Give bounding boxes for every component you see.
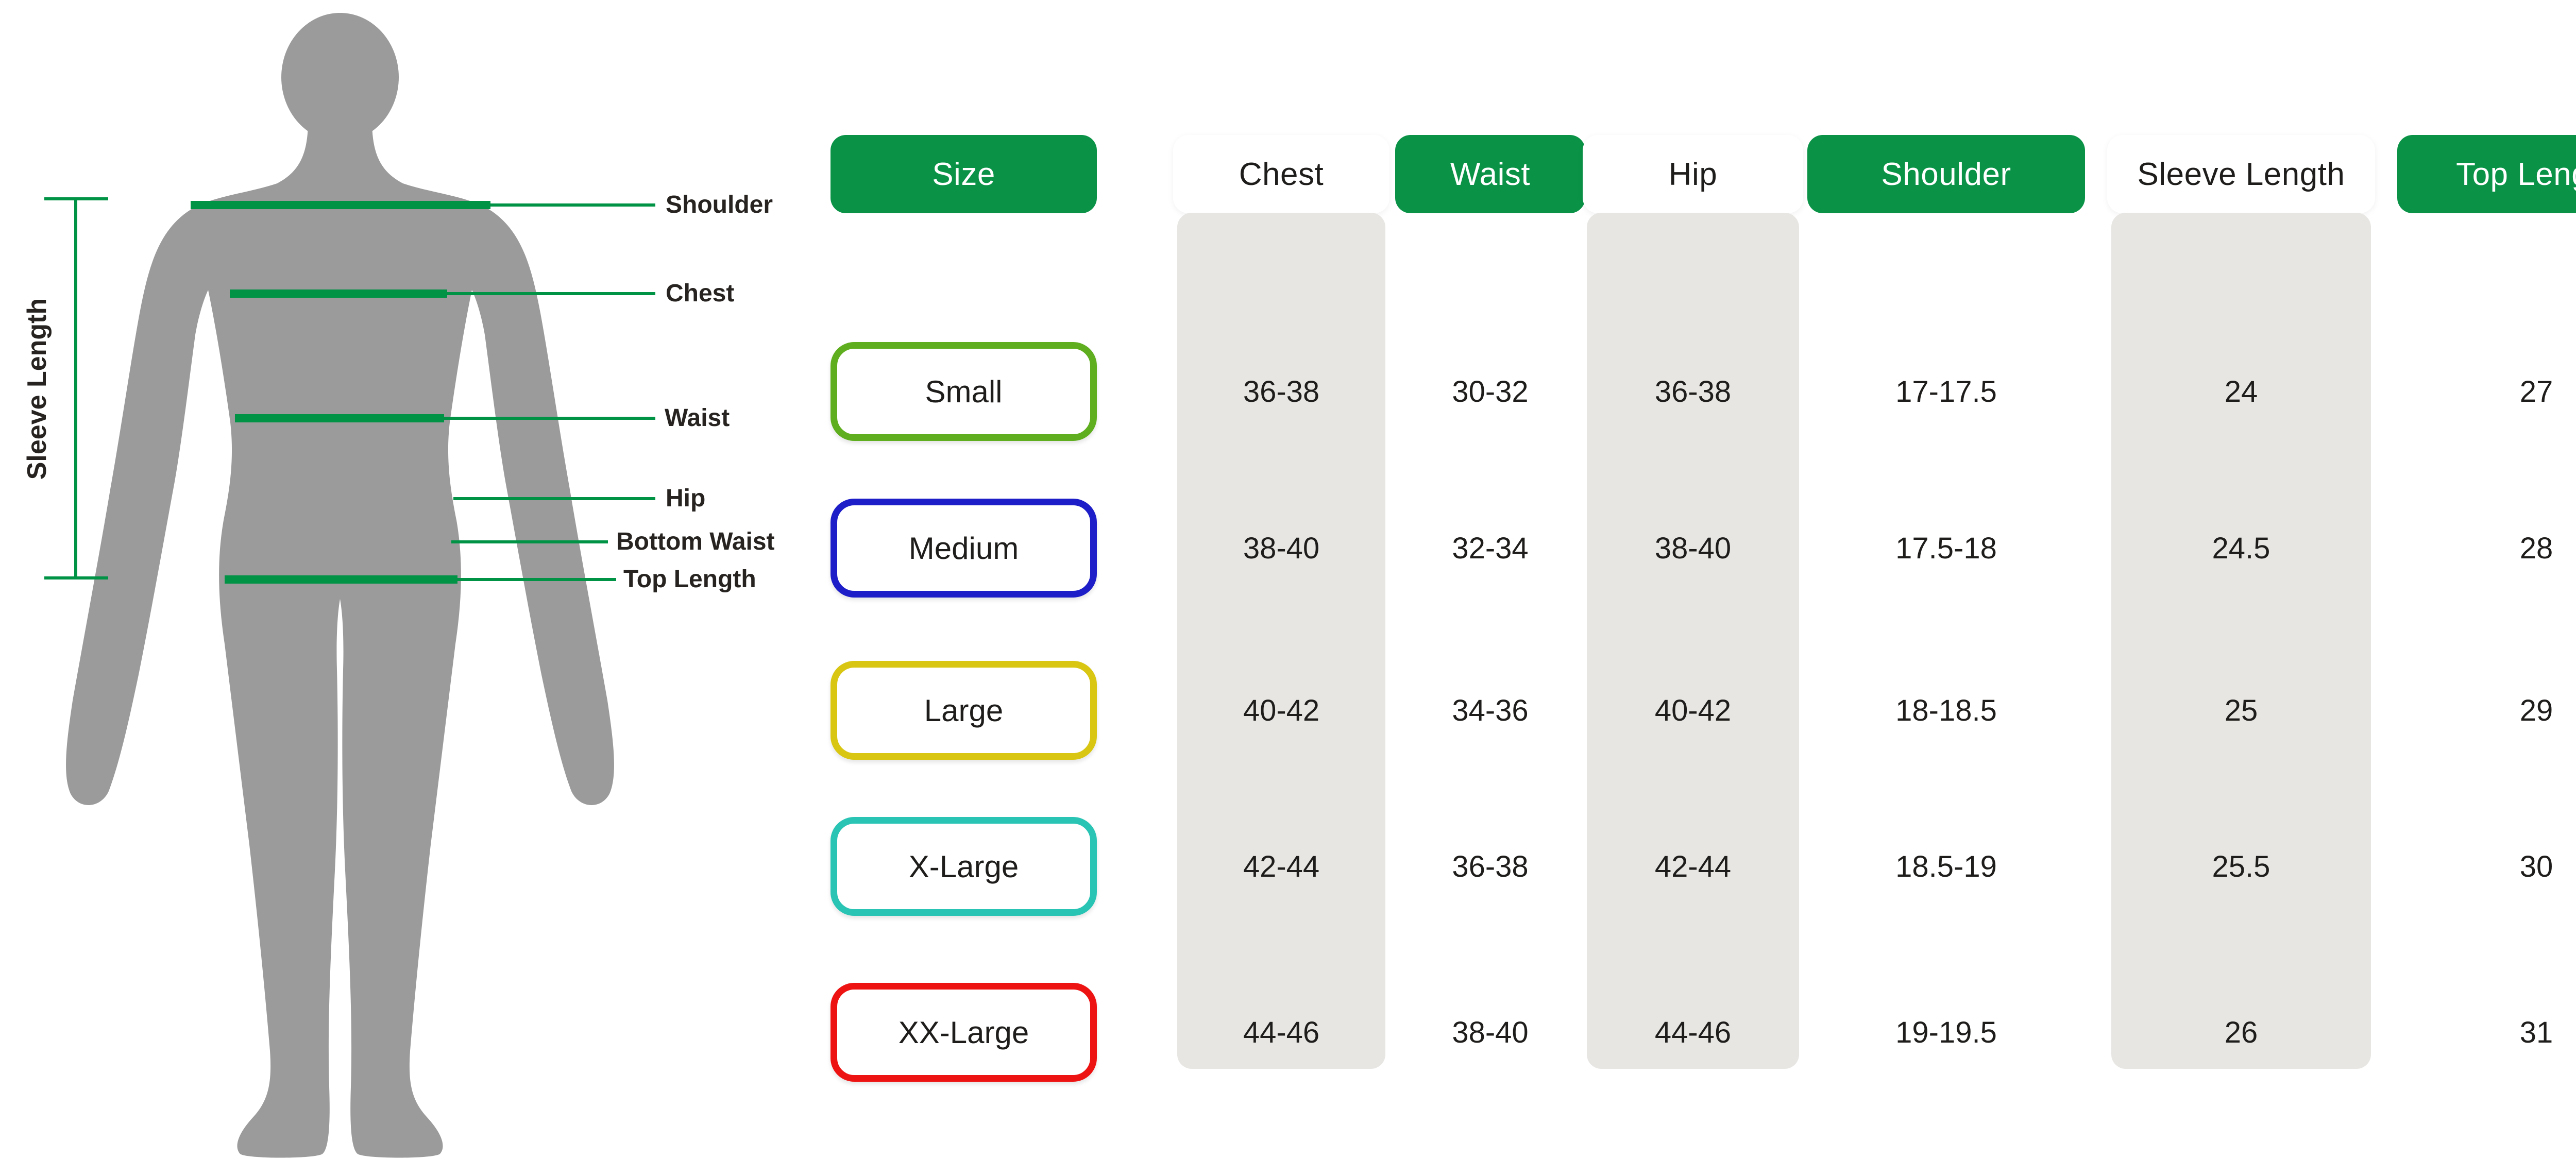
column-header-label: Hip	[1668, 156, 1718, 192]
size-button-xx-large[interactable]: XX-Large	[831, 983, 1097, 1082]
sleeve-length-bracket	[44, 197, 108, 580]
column-header-label: Waist	[1450, 156, 1531, 192]
cell-medium-waist: 32-34	[1452, 531, 1529, 565]
cell-medium-chest: 38-40	[1243, 531, 1320, 565]
column-header-waist: Waist	[1395, 135, 1585, 213]
column-header-hip: Hip	[1583, 135, 1803, 213]
label-shoulder: Shoulder	[666, 191, 773, 218]
cell-large-shoulder: 18-18.5	[1895, 693, 1997, 727]
column-header-label: Size	[932, 156, 995, 192]
size-button-large[interactable]: Large	[831, 661, 1097, 760]
label-hip: Hip	[666, 485, 706, 512]
label-chest: Chest	[666, 280, 735, 307]
size-button-label: X-Large	[908, 849, 1019, 884]
cell-small-sleeve-length: 24	[2224, 374, 2258, 408]
label-bottom-waist: Bottom Waist	[616, 528, 775, 555]
cell-xx-large-sleeve-length: 26	[2224, 1015, 2258, 1049]
cell-small-top-length: 27	[2519, 374, 2553, 408]
column-header-size: Size	[831, 135, 1097, 213]
cell-small-shoulder: 17-17.5	[1895, 374, 1997, 408]
size-button-label: Small	[925, 374, 1003, 409]
cell-medium-shoulder: 17.5-18	[1895, 531, 1997, 565]
size-button-x-large[interactable]: X-Large	[831, 817, 1097, 916]
column-header-label: Shoulder	[1881, 156, 2011, 192]
cell-large-top-length: 29	[2519, 693, 2553, 727]
cell-xx-large-shoulder: 19-19.5	[1895, 1015, 1997, 1049]
column-header-shoulder: Shoulder	[1807, 135, 2085, 213]
cell-x-large-top-length: 30	[2519, 849, 2553, 883]
label-sleeve-length: Sleeve Length	[22, 298, 52, 480]
cell-x-large-sleeve-length: 25.5	[2212, 849, 2270, 883]
cell-xx-large-hip: 44-46	[1654, 1015, 1732, 1049]
column-header-label: Chest	[1239, 156, 1324, 192]
cell-large-sleeve-length: 25	[2224, 693, 2258, 727]
cell-medium-top-length: 28	[2519, 531, 2553, 565]
label-top-length: Top Length	[623, 566, 756, 593]
cell-x-large-chest: 42-44	[1243, 849, 1320, 883]
cell-xx-large-waist: 38-40	[1452, 1015, 1529, 1049]
column-header-sleeve-length: Sleeve Length	[2107, 135, 2375, 213]
cell-large-waist: 34-36	[1452, 693, 1529, 727]
size-button-small[interactable]: Small	[831, 342, 1097, 441]
column-header-label: Top Length	[2456, 156, 2576, 192]
cell-large-chest: 40-42	[1243, 693, 1320, 727]
cell-x-large-waist: 36-38	[1452, 849, 1529, 883]
size-button-medium[interactable]: Medium	[831, 499, 1097, 598]
body-measurement-diagram	[44, 13, 655, 1158]
cell-medium-sleeve-length: 24.5	[2212, 531, 2270, 565]
column-header-top-length: Top Length	[2397, 135, 2576, 213]
figure-body	[66, 123, 614, 1158]
size-button-label: Large	[924, 693, 1004, 728]
size-button-label: Medium	[908, 531, 1019, 566]
cell-small-chest: 36-38	[1243, 374, 1320, 408]
column-shade-sleeve-length	[2111, 213, 2371, 1069]
cell-xx-large-chest: 44-46	[1243, 1015, 1320, 1049]
column-shade-hip	[1587, 213, 1799, 1069]
size-button-label: XX-Large	[898, 1015, 1029, 1050]
column-shade-chest	[1177, 213, 1385, 1069]
figure-head	[281, 13, 399, 142]
cell-large-hip: 40-42	[1654, 693, 1732, 727]
cell-x-large-hip: 42-44	[1654, 849, 1732, 883]
label-waist: Waist	[665, 404, 730, 432]
column-header-chest: Chest	[1173, 135, 1389, 213]
cell-xx-large-top-length: 31	[2519, 1015, 2553, 1049]
cell-small-hip: 36-38	[1654, 374, 1732, 408]
column-header-label: Sleeve Length	[2137, 156, 2345, 192]
cell-medium-hip: 38-40	[1654, 531, 1732, 565]
cell-small-waist: 30-32	[1452, 374, 1529, 408]
cell-x-large-shoulder: 18.5-19	[1895, 849, 1997, 883]
